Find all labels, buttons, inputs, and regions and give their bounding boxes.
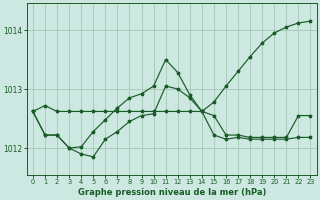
X-axis label: Graphe pression niveau de la mer (hPa): Graphe pression niveau de la mer (hPa): [77, 188, 266, 197]
